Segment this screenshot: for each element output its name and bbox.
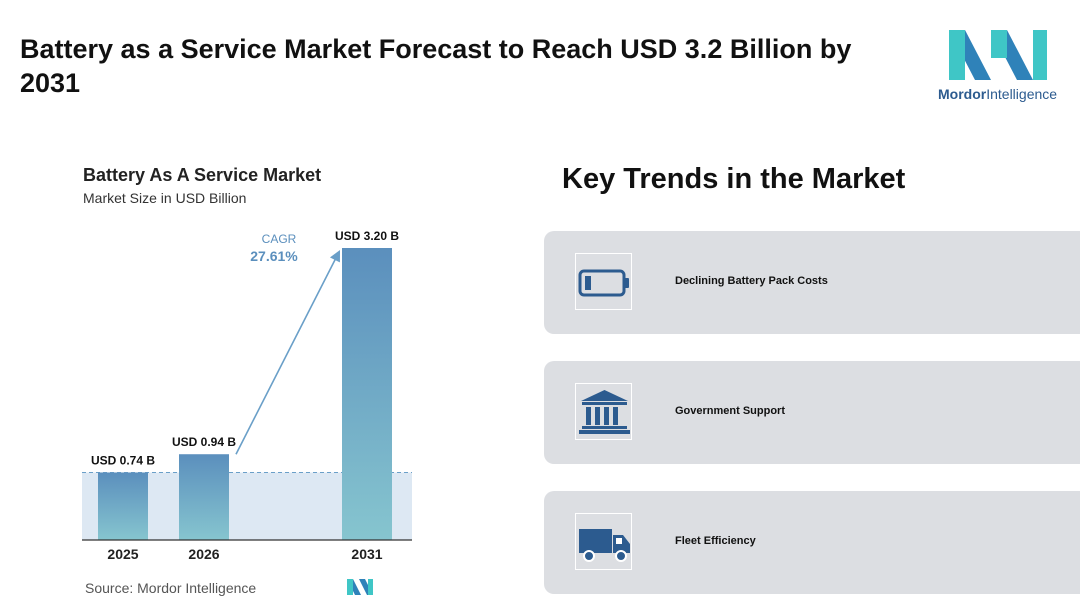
trend-card-fleet-efficiency: Fleet Efficiency: [544, 491, 1080, 594]
government-building-icon: [579, 390, 630, 434]
market-size-bar-chart: USD 0.74 B 2025 USD 0.94 B 2026 USD 3.20 B 20…: [82, 229, 412, 562]
bar-2031: [342, 248, 392, 540]
battery-icon: [578, 269, 629, 297]
mordor-logo-icon: [949, 30, 1047, 80]
cagr-label: CAGR: [262, 232, 297, 246]
page-headline: Battery as a Service Market Forecast to …: [20, 34, 852, 98]
trend-label: Declining Battery Pack Costs: [675, 275, 828, 287]
trend-label: Fleet Efficiency: [675, 535, 756, 547]
trend-icon-box: [575, 383, 632, 440]
chart-subtitle: Market Size in USD Billion: [83, 190, 247, 206]
x-tick-2025: 2025: [107, 546, 138, 562]
trend-icon-box: [575, 513, 632, 570]
chart-title: Battery As A Service Market: [83, 165, 322, 185]
trend-card-government-support: Government Support: [544, 361, 1080, 464]
bar-2026: [179, 454, 229, 540]
cagr-value: 27.61%: [250, 248, 298, 264]
data-label-2031: USD 3.20 B: [335, 229, 399, 243]
trend-icon-box: [575, 253, 632, 310]
x-tick-2026: 2026: [188, 546, 219, 562]
truck-icon: [579, 529, 630, 562]
x-tick-2031: 2031: [351, 546, 382, 562]
data-label-2026: USD 0.94 B: [172, 435, 236, 449]
logo-brand-light: Intelligence: [986, 86, 1058, 102]
source-logo-icon: [347, 579, 373, 595]
cagr-arrow: [235, 250, 341, 455]
logo-brand-bold: Mordor: [938, 86, 987, 102]
trend-label: Government Support: [675, 405, 786, 417]
trends-title: Key Trends in the Market: [562, 163, 906, 195]
logo-wordmark: MordorIntelligence: [938, 86, 1057, 102]
data-label-2025: USD 0.74 B: [91, 453, 155, 467]
source-text: Source: Mordor Intelligence: [85, 580, 257, 596]
trend-card-battery-costs: Declining Battery Pack Costs: [544, 231, 1080, 334]
bar-2025: [98, 472, 148, 540]
